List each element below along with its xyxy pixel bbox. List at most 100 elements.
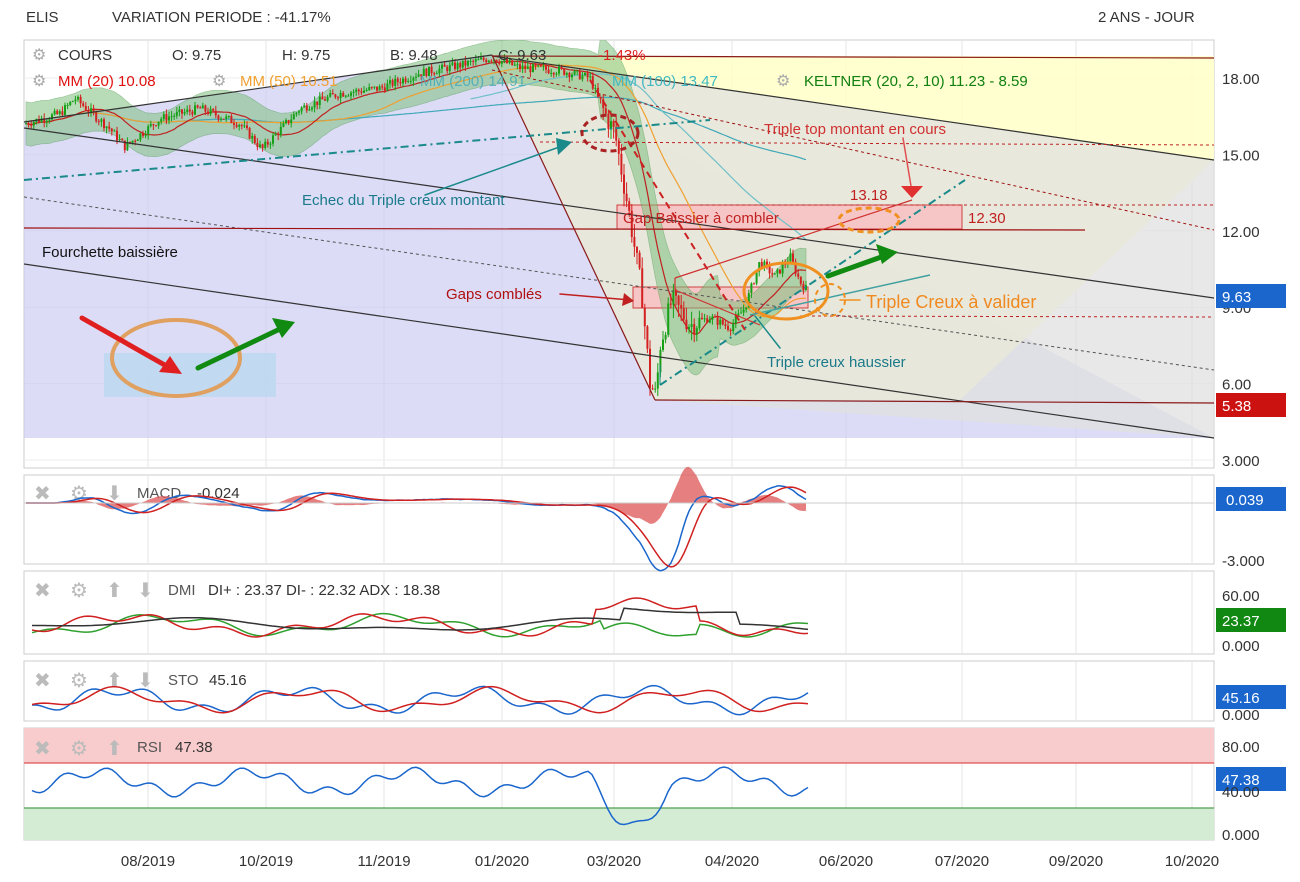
rsi-overbought-zone: [24, 728, 1214, 763]
candle-body: [524, 65, 527, 70]
candle-body: [337, 97, 339, 99]
close-icon[interactable]: ✖: [34, 670, 51, 692]
x-tick-label: 03/2020: [587, 853, 641, 870]
legend-cours[interactable]: ⚙ COURS O: 9.75 H: 9.75 B: 9.48 C: 9.63 …: [32, 47, 646, 64]
arrow-down-icon[interactable]: ⬇: [137, 580, 154, 602]
annotation-gaps-combles: Gaps comblés: [446, 286, 542, 303]
candle-body: [357, 89, 360, 92]
close-icon[interactable]: ✖: [34, 738, 51, 760]
candle-body: [318, 96, 321, 105]
candle-body: [155, 125, 157, 127]
gear-icon[interactable]: ⚙: [32, 47, 46, 64]
candle-body: [368, 87, 371, 90]
candle-body: [344, 95, 347, 97]
legend-close: C: 9.63: [498, 47, 546, 64]
candle-body: [251, 135, 254, 139]
candle-body: [256, 142, 259, 148]
candle-body: [116, 130, 118, 141]
arrow-up-icon[interactable]: ⬆: [106, 738, 123, 760]
candle-body: [558, 66, 560, 74]
candle-body: [646, 326, 649, 349]
dmi-header[interactable]: ✖ ⚙ ⬆ ⬇ DMI DI+ : 23.37 DI- : 22.32 ADX …: [34, 580, 440, 602]
channel-mid-line: [24, 127, 1214, 299]
candle-body: [732, 323, 735, 332]
candle-body: [409, 80, 412, 82]
arrow-up-icon[interactable]: ⬆: [106, 670, 123, 692]
candle-body: [802, 283, 805, 291]
gear-icon[interactable]: ⚙: [70, 580, 88, 602]
gear-icon[interactable]: ⚙: [776, 73, 790, 90]
legend-mm20: MM (20) 10.08: [58, 73, 156, 90]
candle-body: [272, 135, 274, 144]
candle-body: [776, 269, 779, 274]
green-arrowhead: [272, 318, 295, 338]
candle-body: [560, 66, 563, 69]
rsi-tick-80: 80.00: [1222, 739, 1260, 756]
candle-body: [464, 60, 467, 66]
rsi-value: 47.38: [175, 739, 213, 756]
candle-body: [602, 98, 605, 109]
time-axis: 08/2019 10/2019 11/2019 01/2020 03/2020 04/20…: [121, 853, 1219, 870]
candle-body: [526, 66, 529, 70]
legend-indicators[interactable]: ⚙ MM (20) 10.08 ⚙ MM (50) 10.51 MM (200)…: [32, 73, 1028, 90]
candle-body: [768, 264, 771, 274]
period-selector[interactable]: 2 ANS - JOUR: [1098, 9, 1195, 26]
arrow-up-icon[interactable]: ⬆: [106, 580, 123, 602]
pattern-ellipse: [110, 318, 242, 398]
symbol-label: ELIS: [26, 9, 59, 26]
candle-body: [703, 318, 706, 320]
candle-body: [495, 59, 498, 63]
candle-body: [456, 63, 459, 70]
gear-icon[interactable]: ⚙: [70, 670, 88, 692]
rsi-line: [31, 766, 809, 826]
candle-body: [555, 73, 558, 75]
rsi-header[interactable]: ✖ ⚙ ⬆ RSI 47.38: [34, 738, 213, 760]
gear-icon[interactable]: ⚙: [212, 73, 226, 90]
x-tick-label: 01/2020: [475, 853, 529, 870]
candle-body: [698, 317, 701, 329]
candle-body: [753, 283, 755, 285]
candle-body: [552, 73, 555, 75]
candle-body: [480, 57, 482, 60]
candle-body: [48, 119, 51, 121]
candle-body: [675, 290, 677, 296]
candle-body: [672, 290, 675, 305]
candle-body: [214, 110, 217, 116]
candle-body: [711, 316, 714, 320]
arrow-down-icon[interactable]: ⬇: [106, 483, 123, 505]
candle-body: [794, 261, 797, 274]
close-icon[interactable]: ✖: [34, 483, 51, 505]
candle-body: [399, 82, 402, 84]
sto-k-line: [32, 684, 809, 716]
candle-body: [66, 104, 69, 106]
candle-body: [521, 65, 524, 70]
candle-body: [773, 273, 776, 275]
candle-body: [134, 140, 137, 142]
candle-body: [716, 316, 719, 325]
arrow-down-icon[interactable]: ⬇: [137, 670, 154, 692]
candle-body: [586, 72, 589, 78]
red-arrow: [79, 315, 173, 371]
dmi-badge-value: 23.37: [1222, 613, 1260, 630]
candle-body: [433, 73, 436, 75]
sto-panel: [23, 660, 1215, 722]
resistance-top: [491, 55, 1214, 59]
candle-body: [118, 138, 121, 141]
candle-body: [287, 120, 290, 124]
candle-body: [604, 108, 607, 114]
gear-icon[interactable]: ⚙: [32, 73, 46, 90]
candle-body: [589, 76, 592, 78]
candle-body: [656, 372, 659, 389]
candle-body: [487, 60, 490, 63]
crash-dashline: [589, 79, 746, 331]
candle-body: [147, 126, 150, 135]
candle-body: [61, 111, 64, 115]
candle-body: [188, 109, 191, 112]
candle-body: [511, 60, 514, 66]
close-icon[interactable]: ✖: [34, 580, 51, 602]
candle-body: [342, 92, 345, 97]
gear-icon[interactable]: ⚙: [70, 738, 88, 760]
candles: [25, 52, 807, 396]
candle-body: [355, 89, 358, 92]
